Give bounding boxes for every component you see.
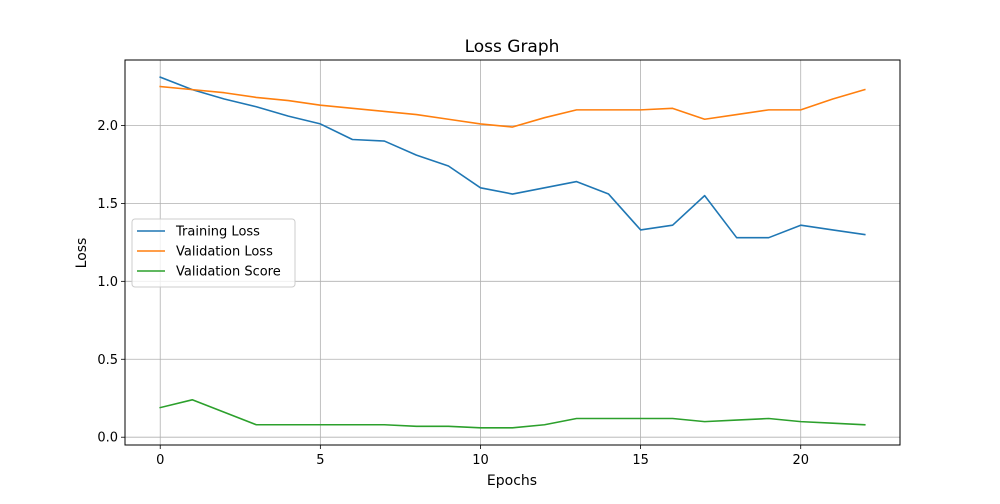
chart-title: Loss Graph [465,37,560,57]
y-tick-label: 0.5 [97,353,118,368]
x-tick-label: 0 [156,453,164,468]
legend-box [131,218,296,288]
series-lines [159,76,866,429]
y-tick-label: 1.5 [97,197,118,212]
training-loss-line [159,76,866,239]
validation-loss-legend-label: Validation Loss [176,245,273,260]
validation-score-legend-label: Validation Score [176,265,281,280]
y-tick-label: 0.0 [97,431,118,446]
y-tick-label: 1.0 [97,275,118,290]
training-loss-legend-label: Training Loss [175,225,260,240]
legend: Training Loss Validation Loss Validation S… [131,218,296,288]
validation-loss-line [159,85,866,128]
y-axis-label: Loss [74,238,90,269]
validation-score-line [159,398,866,429]
x-tick-label: 10 [472,453,489,468]
x-axis-label: Epochs [487,473,537,489]
x-tick-label: 5 [316,453,324,468]
plot-area-frame [124,59,901,446]
x-tick-label: 20 [792,453,809,468]
y-tick-label: 2.0 [97,119,118,134]
axis-ticks: 0 5 10 15 20 0.0 0.5 1.0 1.5 2.0 [97,119,809,468]
x-tick-label: 15 [632,453,649,468]
